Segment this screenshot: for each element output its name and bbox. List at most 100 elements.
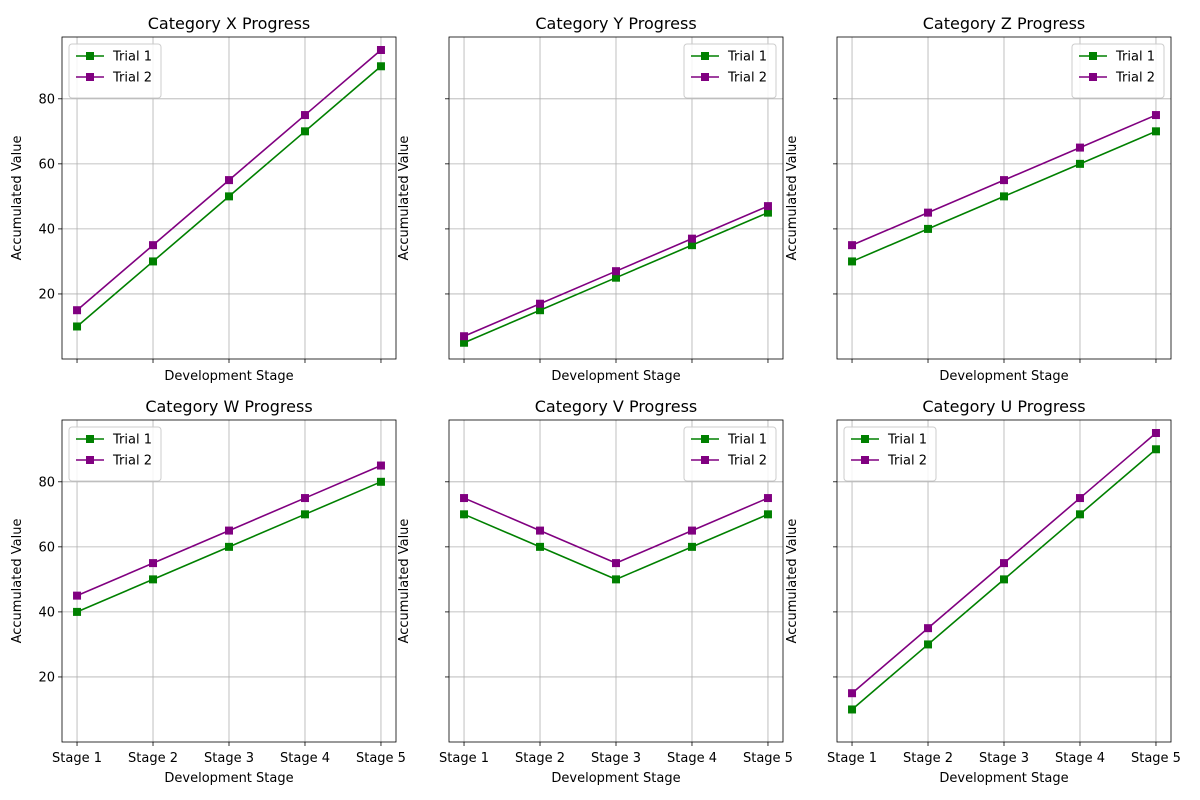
data-point-trial-2 — [300, 111, 309, 120]
data-point-trial-2 — [763, 202, 772, 211]
data-point-trial-1 — [924, 640, 933, 649]
legend-marker-trial-2 — [86, 456, 94, 464]
data-point-trial-2 — [1000, 559, 1008, 568]
subplot-title: Category U Progress — [922, 397, 1085, 416]
y-tick-label: 80 — [38, 475, 55, 490]
x-tick-label: Stage 4 — [280, 751, 330, 766]
data-point-trial-2 — [149, 559, 158, 568]
data-point-trial-2 — [73, 591, 82, 600]
data-point-trial-1 — [612, 273, 620, 282]
legend: Trial 1 Trial 2 — [843, 426, 937, 482]
data-point-trial-2 — [1151, 429, 1160, 438]
data-point-trial-1 — [1000, 192, 1008, 201]
subplot-3: Category Z Progress Development Stage Accu… — [785, 14, 1172, 384]
legend-label-trial-2: Trial 2 — [727, 454, 767, 469]
data-point-trial-2 — [687, 526, 696, 535]
x-tick-label: Stage 2 — [515, 751, 565, 766]
legend-label-trial-2: Trial 2 — [887, 454, 927, 469]
legend-marker-trial-2 — [701, 456, 709, 464]
data-point-trial-2 — [924, 208, 933, 217]
subplot-4: Stage 1 Stage 2 Stage 3 Stage 4 Stage 5 20 40 6… — [10, 397, 406, 786]
legend: Trial 1 Trial 2 — [683, 426, 777, 482]
legend: Trial 1 Trial 2 — [1071, 43, 1165, 99]
subplot-1: 20 40 60 80 Category X Progress Development S… — [10, 14, 397, 384]
data-point-trial-1 — [536, 542, 545, 551]
y-tick-label: 60 — [38, 157, 55, 172]
x-tick-label: Stage 3 — [204, 751, 254, 766]
data-point-trial-2 — [1075, 143, 1084, 152]
legend-label-trial-1: Trial 1 — [1115, 50, 1155, 65]
y-tick-label: 80 — [38, 92, 55, 107]
legend: Trial 1 Trial 2 — [68, 426, 162, 482]
y-axis-label: Accumulated Value — [10, 519, 25, 644]
data-point-trial-2 — [536, 299, 545, 308]
data-point-trial-2 — [376, 461, 385, 470]
data-point-trial-1 — [376, 477, 385, 486]
data-point-trial-2 — [460, 494, 469, 503]
legend-label-trial-1: Trial 1 — [727, 433, 767, 448]
data-point-trial-2 — [376, 46, 385, 55]
data-point-trial-2 — [1075, 494, 1084, 503]
legend: Trial 1 Trial 2 — [68, 43, 162, 99]
data-point-trial-1 — [1075, 510, 1084, 519]
y-tick-label: 40 — [38, 222, 55, 237]
data-point-trial-1 — [612, 575, 620, 584]
data-point-trial-2 — [300, 494, 309, 503]
data-point-trial-1 — [225, 192, 233, 201]
legend-marker-trial-2 — [861, 456, 869, 464]
data-point-trial-1 — [376, 62, 385, 71]
data-point-trial-1 — [460, 510, 469, 519]
data-point-trial-1 — [225, 542, 233, 551]
data-point-trial-1 — [848, 257, 857, 266]
x-axis-label: Development Stage — [551, 369, 680, 384]
x-axis-label: Development Stage — [164, 771, 293, 786]
data-point-trial-2 — [924, 624, 933, 633]
x-axis-label: Development Stage — [551, 771, 680, 786]
data-point-trial-1 — [149, 257, 158, 266]
data-point-trial-2 — [687, 234, 696, 243]
data-point-trial-1 — [1151, 445, 1160, 454]
data-point-trial-2 — [225, 526, 233, 535]
data-point-trial-2 — [763, 494, 772, 503]
data-point-trial-1 — [300, 510, 309, 519]
y-tick-label: 60 — [38, 540, 55, 555]
legend-label-trial-1: Trial 1 — [112, 50, 152, 65]
data-point-trial-2 — [73, 306, 82, 315]
legend-marker-trial-2 — [701, 73, 709, 81]
data-point-trial-1 — [300, 127, 309, 136]
data-point-trial-1 — [687, 542, 696, 551]
x-tick-label: Stage 4 — [667, 751, 717, 766]
data-point-trial-2 — [1151, 111, 1160, 120]
x-tick-label: Stage 1 — [52, 751, 102, 766]
data-point-trial-2 — [225, 176, 233, 185]
legend-marker-trial-1 — [861, 435, 869, 443]
legend: Trial 1 Trial 2 — [683, 43, 777, 99]
x-tick-label: Stage 2 — [128, 751, 178, 766]
subplot-title: Category W Progress — [145, 397, 312, 416]
x-axis-label: Development Stage — [939, 771, 1068, 786]
data-point-trial-1 — [763, 208, 772, 217]
x-axis-label: Development Stage — [164, 369, 293, 384]
data-point-trial-2 — [1000, 176, 1008, 185]
y-axis-label: Accumulated Value — [785, 136, 800, 261]
legend-label-trial-1: Trial 1 — [887, 433, 927, 448]
subplot-6: Stage 1 Stage 2 Stage 3 Stage 4 Stage 5 Categ… — [785, 397, 1181, 786]
legend-marker-trial-2 — [1089, 73, 1097, 81]
x-tick-label: Stage 4 — [1055, 751, 1105, 766]
data-point-trial-2 — [612, 267, 620, 276]
data-point-trial-1 — [1000, 575, 1008, 584]
data-point-trial-1 — [1151, 127, 1160, 136]
x-tick-label: Stage 3 — [591, 751, 641, 766]
x-tick-label: Stage 1 — [439, 751, 489, 766]
legend-marker-trial-1 — [86, 435, 94, 443]
data-point-trial-1 — [73, 322, 82, 331]
subplot-2: Category Y Progress Development Stage Accu… — [397, 14, 784, 384]
data-point-trial-1 — [460, 338, 469, 347]
data-point-trial-2 — [536, 526, 545, 535]
y-axis-label: Accumulated Value — [10, 136, 25, 261]
legend-marker-trial-2 — [86, 73, 94, 81]
legend-marker-trial-1 — [701, 52, 709, 60]
data-point-trial-2 — [149, 241, 158, 250]
y-tick-label: 40 — [38, 605, 55, 620]
